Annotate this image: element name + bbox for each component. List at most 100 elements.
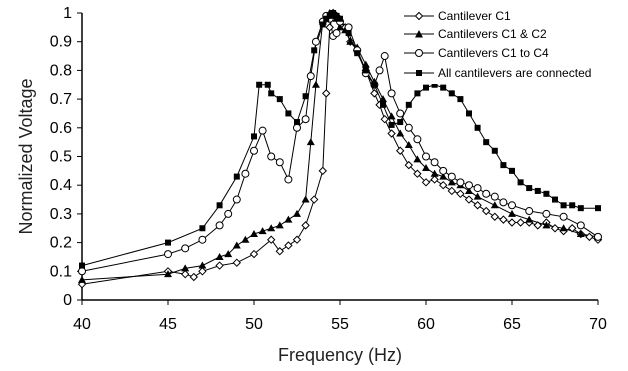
data-point-c1-c4 (267, 152, 276, 161)
data-point-all (397, 119, 404, 126)
data-point-c1-c4 (224, 209, 233, 218)
y-tick-label: 1 (63, 5, 72, 22)
data-point-c1-c4 (456, 178, 465, 187)
data-point-c1-c2 (508, 209, 516, 217)
data-point-c1-c4 (311, 37, 320, 46)
data-point-c1 (370, 89, 379, 98)
data-point-c1 (490, 212, 500, 221)
legend-item-2: Cantilevers C1 to C4 (404, 46, 549, 60)
data-point-c1 (447, 186, 457, 196)
data-point-all (326, 12, 333, 19)
data-point-c1-c2 (241, 235, 250, 243)
data-point-all (569, 202, 576, 209)
data-point-all (423, 84, 429, 91)
data-point-c1-c2 (293, 209, 301, 217)
data-point-c1-c4 (525, 207, 534, 216)
data-point-c1-c4 (387, 89, 396, 98)
data-point-c1 (180, 269, 190, 279)
data-point-all (294, 119, 300, 126)
legend-item-3: All cantilevers are connected (404, 66, 591, 80)
x-tick-label: 70 (589, 316, 607, 333)
data-point-c1 (533, 221, 543, 230)
data-point-c1-c2 (267, 224, 276, 232)
data-point-c1 (266, 235, 276, 244)
x-tick-label: 60 (417, 316, 435, 333)
data-point-all (483, 139, 490, 146)
data-point-c1 (516, 218, 525, 227)
data-point-c1 (464, 195, 474, 204)
data-point-c1-c4 (293, 123, 301, 132)
data-point-c1-c2 (422, 163, 430, 171)
data-point-c1 (438, 180, 448, 190)
data-point-c1 (473, 201, 482, 210)
x-tick-label: 65 (503, 316, 521, 333)
data-point-c1-c2 (473, 192, 482, 200)
data-point-c1-c2 (284, 215, 293, 223)
data-point-c1-c2 (232, 241, 241, 249)
data-point-c1 (215, 261, 224, 270)
data-point-c1-c2 (447, 178, 456, 186)
data-point-c1-c4 (215, 221, 224, 230)
data-point-c1 (284, 241, 293, 250)
data-point-all (354, 50, 361, 57)
data-point-c1-c4 (447, 172, 456, 181)
data-point-c1 (430, 175, 439, 184)
data-point-c1-c4 (482, 189, 491, 198)
x-tick-label: 45 (159, 316, 177, 333)
data-point-c1 (322, 89, 331, 98)
legend-marker-triangle (415, 30, 423, 38)
legend-item-0: Cantilever C1 (404, 9, 511, 23)
data-point-c1-c4 (422, 152, 430, 161)
data-point-all (414, 90, 421, 97)
y-tick-label: 0.7 (50, 91, 72, 108)
data-point-c1-c4 (576, 221, 585, 230)
data-point-c1-c2 (413, 155, 422, 163)
data-point-all (543, 190, 550, 197)
data-point-c1-c2 (542, 221, 551, 229)
data-point-c1-c4 (559, 212, 568, 221)
data-point-c1-c4 (375, 66, 384, 75)
y-tick-label: 0.8 (50, 62, 72, 79)
data-point-all (440, 84, 447, 91)
data-point-c1 (395, 146, 405, 155)
data-point-all (319, 21, 326, 28)
y-tick-label: 0 (63, 292, 72, 309)
data-point-c1 (292, 235, 302, 244)
data-point-c1-c4 (594, 232, 602, 241)
data-point-c1-c2 (275, 221, 284, 229)
legend-marker-square (416, 70, 422, 76)
data-point-c1-c2 (164, 270, 172, 278)
legend-label-cantilevers-c1-c2: Cantilevers C1 & C2 (438, 27, 547, 41)
y-tick-label: 0.2 (50, 235, 72, 252)
data-point-c1-c2 (430, 169, 439, 177)
data-point-c1-c2 (224, 250, 233, 258)
data-point-c1 (421, 178, 431, 187)
data-point-c1-c2 (311, 80, 320, 88)
data-point-c1-c4 (78, 267, 86, 276)
data-point-c1 (318, 166, 328, 176)
data-point-c1-c2 (258, 227, 267, 235)
data-point-c1 (189, 272, 199, 282)
data-point-c1-c2 (490, 201, 499, 209)
legend-marker-circle (415, 49, 423, 57)
data-point-c1 (249, 249, 259, 259)
data-point-all (79, 262, 85, 269)
data-point-all (380, 101, 386, 108)
y-tick-label: 0.9 (50, 34, 72, 51)
data-point-c1-c2 (379, 95, 387, 103)
data-point-c1-c2 (439, 172, 448, 180)
data-point-all (276, 96, 283, 103)
y-tick-label: 0.6 (50, 120, 72, 137)
data-point-all (431, 81, 438, 88)
legend-label-cantilevers-c1-c4: Cantilevers C1 to C4 (438, 46, 549, 60)
data-point-c1 (232, 258, 242, 267)
data-point-all (345, 30, 352, 37)
data-point-all (311, 47, 318, 54)
data-point-c1-c2 (78, 275, 86, 283)
data-point-c1-c2 (396, 129, 405, 137)
data-point-all (268, 90, 275, 97)
data-point-c1-c4 (306, 72, 315, 81)
data-point-c1-c2 (404, 141, 413, 149)
data-point-c1 (380, 114, 389, 124)
data-point-c1-c2 (250, 229, 258, 237)
